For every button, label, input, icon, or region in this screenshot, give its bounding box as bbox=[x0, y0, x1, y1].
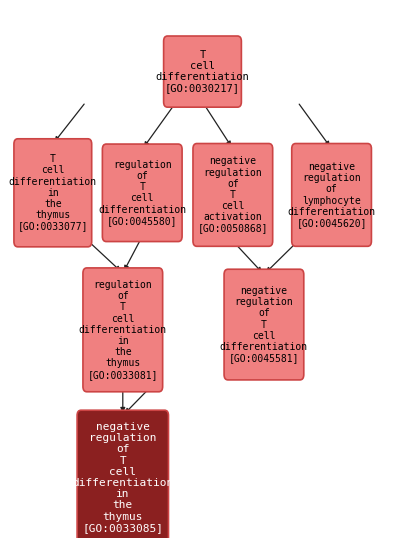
FancyBboxPatch shape bbox=[14, 139, 92, 247]
Text: regulation
of
T
cell
differentiation
[GO:0045580]: regulation of T cell differentiation [GO… bbox=[98, 160, 186, 226]
Text: T
cell
differentiation
[GO:0030217]: T cell differentiation [GO:0030217] bbox=[156, 50, 249, 93]
Text: negative
regulation
of
T
cell
differentiation
[GO:0045581]: negative regulation of T cell differenti… bbox=[220, 286, 308, 363]
FancyBboxPatch shape bbox=[193, 143, 273, 247]
Text: negative
regulation
of
T
cell
activation
[GO:0050868]: negative regulation of T cell activation… bbox=[198, 156, 268, 233]
FancyBboxPatch shape bbox=[83, 268, 163, 392]
Text: negative
regulation
of
T
cell
differentiation
in
the
thymus
[GO:0033085]: negative regulation of T cell differenti… bbox=[72, 422, 173, 533]
Text: regulation
of
T
cell
differentiation
in
the
thymus
[GO:0033081]: regulation of T cell differentiation in … bbox=[79, 280, 167, 380]
FancyBboxPatch shape bbox=[164, 36, 241, 107]
Text: negative
regulation
of
lymphocyte
differentiation
[GO:0045620]: negative regulation of lymphocyte differ… bbox=[288, 162, 376, 228]
FancyBboxPatch shape bbox=[77, 410, 168, 545]
FancyBboxPatch shape bbox=[224, 269, 304, 380]
FancyBboxPatch shape bbox=[292, 143, 371, 247]
Text: T
cell
differentiation
in
the
thymus
[GO:0033077]: T cell differentiation in the thymus [GO… bbox=[9, 154, 97, 232]
FancyBboxPatch shape bbox=[102, 144, 182, 242]
